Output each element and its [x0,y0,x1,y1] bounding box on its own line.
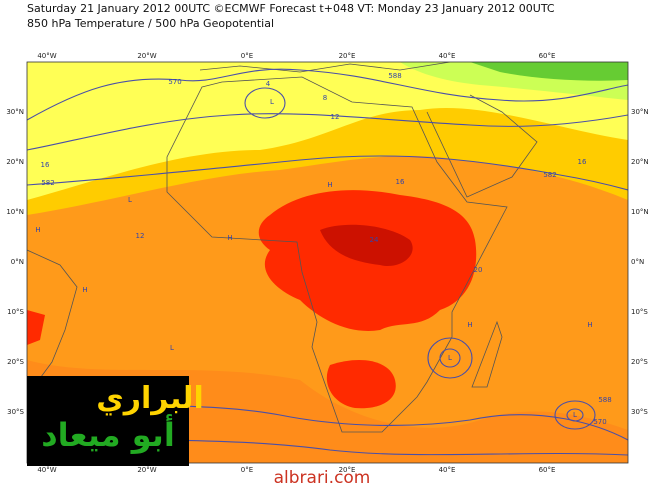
coast-europe [199,62,451,73]
contour-label: 582 [543,171,556,179]
contour-label: 588 [598,396,611,404]
latitude-label: 10°N [6,208,24,216]
latitude-label: 30°N [631,108,649,116]
longitude-label: 60°E [539,466,556,474]
contour-label: 4 [266,80,271,88]
latitude-label: 10°N [631,208,649,216]
pressure-label: H [327,181,332,189]
temp-band-green [470,62,628,81]
temp-band-darkred [320,224,413,266]
logo-line1: البراري [96,381,204,416]
isoline [566,408,584,422]
map-frame [26,61,629,464]
isoline [244,87,286,119]
latitude-label: 10°S [631,308,648,316]
latitude-label: 20°S [7,358,24,366]
pressure-label: L [128,196,132,204]
title-line1: Saturday 21 January 2012 00UTC ©ECMWF Fo… [27,2,555,15]
latitude-label: 30°S [7,408,24,416]
longitude-label: 60°E [539,52,556,60]
watermark: albrari.com [274,468,371,486]
pressure-label: H [467,321,472,329]
longitude-label: 40°W [37,52,56,60]
temp-band-red3 [27,310,45,345]
isoline [27,68,628,121]
logo-line2: أبو ميعاد [41,414,175,454]
pressure-label: H [82,286,87,294]
coast-madagascar [471,320,503,388]
contour-label: 8 [323,94,327,102]
isoline [439,348,461,368]
longitude-label: 20°W [137,52,156,60]
longitude-label: 40°E [439,52,456,60]
contour-label: 582 [41,179,54,187]
pressure-label: L [170,344,174,352]
contour-label: 20 [474,266,483,274]
latitude-label: 30°N [6,108,24,116]
coast-africa [166,76,508,433]
pressure-label: L [573,411,577,419]
contour-label: 16 [41,161,50,169]
longitude-label: 20°W [137,466,156,474]
contour-label: 24 [370,236,379,244]
longitude-label: 20°E [339,466,356,474]
pressure-label: L [448,354,452,362]
longitude-label: 0°E [241,466,253,474]
pressure-label: H [587,321,592,329]
contour-label: 570 [168,78,181,86]
longitude-label: 20°E [339,52,356,60]
isoline [27,155,628,191]
latitude-label: 20°S [631,358,648,366]
latitude-label: 20°N [6,158,24,166]
contour-label: 12 [136,232,145,240]
title-line2: 850 hPa Temperature / 500 hPa Geopotenti… [27,17,274,30]
temp-band-red2 [326,360,396,409]
contour-label: 588 [388,72,401,80]
latitude-label: 20°N [631,158,649,166]
isoline [554,400,596,430]
longitude-label: 40°W [37,466,56,474]
latitude-label: 10°S [7,308,24,316]
pressure-label: L [270,98,274,106]
contour-label: 570 [593,418,606,426]
contour-label: 16 [578,158,587,166]
longitude-label: 40°E [439,466,456,474]
isoline [27,113,628,151]
latitude-label: 0°N [11,258,24,266]
pressure-label: H [227,234,232,242]
coast-arabia [426,94,538,198]
contour-label: 16 [396,178,405,186]
latitude-label: 0°N [631,258,644,266]
latitude-label: 30°S [631,408,648,416]
pressure-label: H [35,226,40,234]
logo-box [27,376,189,466]
logo: البراري أبو ميعاد [27,376,204,466]
contour-label: 12 [331,113,340,121]
isoline [427,337,473,379]
longitude-label: 0°E [241,52,253,60]
